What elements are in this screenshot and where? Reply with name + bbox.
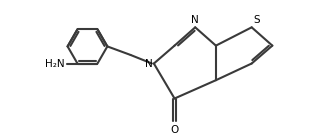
- Text: S: S: [254, 15, 260, 25]
- Text: H₂N: H₂N: [45, 59, 65, 69]
- Text: O: O: [170, 125, 179, 135]
- Text: N: N: [145, 59, 153, 69]
- Text: N: N: [191, 15, 199, 25]
